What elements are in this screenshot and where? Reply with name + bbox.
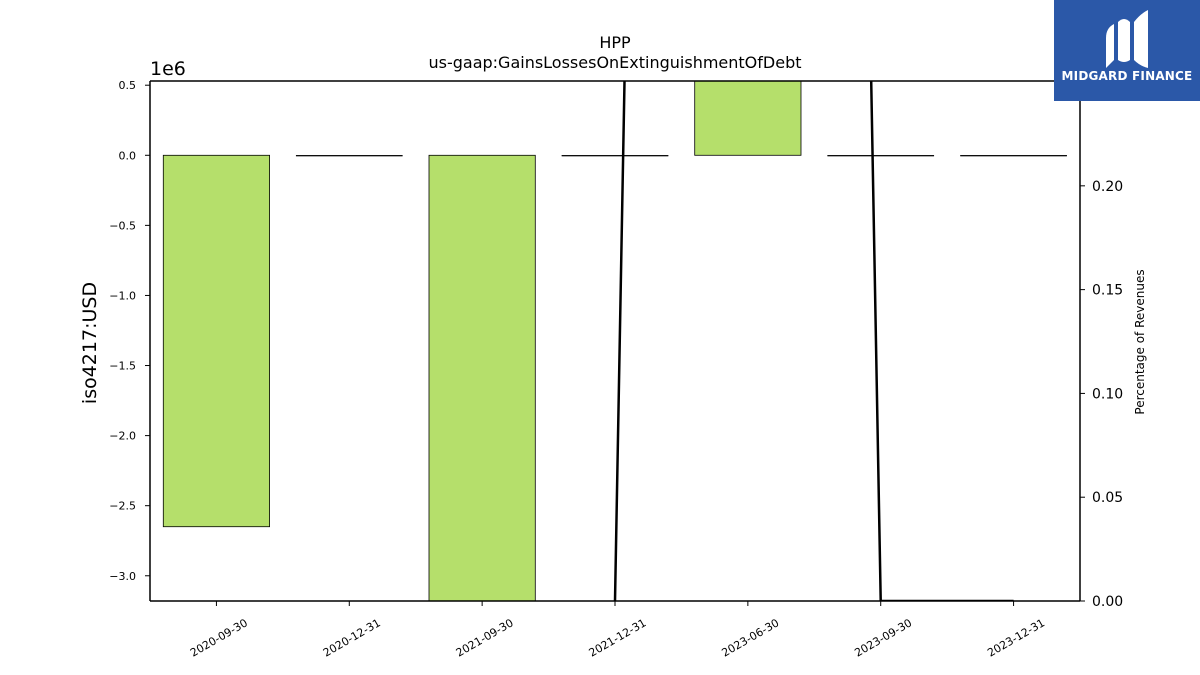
y2-tick-label: 0.00: [1092, 594, 1123, 610]
bar-2023-06-30: [694, 81, 802, 156]
y-tick-label: −2.0: [109, 430, 136, 443]
y-tick-label: −1.0: [109, 289, 136, 302]
y2-tick-label: 0.10: [1092, 386, 1123, 402]
x-tick-label: 2021-09-30: [454, 616, 516, 659]
logo-mark-icon: [1106, 10, 1148, 68]
line-group: [613, 81, 1014, 601]
x-tick-label: 2021-12-31: [587, 616, 649, 659]
bar-2021-12-31: [561, 155, 669, 157]
bar-2023-09-30: [827, 155, 935, 157]
y-tick-label: −1.5: [109, 360, 136, 373]
x-tick-label: 2023-09-30: [852, 616, 914, 659]
y-axis-label: iso4217:USD: [79, 282, 101, 404]
chart-subtitle: us-gaap:GainsLossesOnExtinguishmentOfDeb…: [428, 53, 801, 72]
y-tick-label: −3.0: [109, 570, 136, 583]
x-tick-label: 2020-12-31: [321, 616, 383, 659]
y2-axis-label: Percentage of Revenues: [1133, 269, 1147, 414]
y2-tick-label: 0.05: [1092, 490, 1123, 506]
logo-text: MIDGARD FINANCE: [1061, 69, 1193, 83]
y-tick-label: 0.5: [119, 79, 137, 92]
bar-2020-12-31: [295, 155, 403, 157]
bar-2020-09-30: [162, 154, 270, 528]
series-line-percentage-of-revenues: [613, 81, 1014, 601]
y-offset-label: 1e6: [150, 58, 186, 80]
y-tick-label: −2.5: [109, 500, 136, 513]
x-tick-label: 2020-09-30: [188, 616, 250, 659]
bar-2023-12-31: [960, 155, 1067, 157]
x-tick-label: 2023-12-31: [985, 616, 1047, 659]
bar-2021-09-30: [428, 154, 536, 601]
x-tick-label: 2023-06-30: [719, 616, 781, 659]
y-tick-label: 0.0: [119, 149, 137, 162]
y2-tick-label: 0.15: [1092, 283, 1123, 299]
bars-group: [162, 81, 1067, 601]
y-tick-label: −0.5: [109, 219, 136, 232]
chart-title: HPP: [599, 33, 631, 52]
y2-tick-label: 0.20: [1092, 179, 1123, 195]
midgard-finance-logo: MIDGARD FINANCE: [1054, 0, 1200, 101]
